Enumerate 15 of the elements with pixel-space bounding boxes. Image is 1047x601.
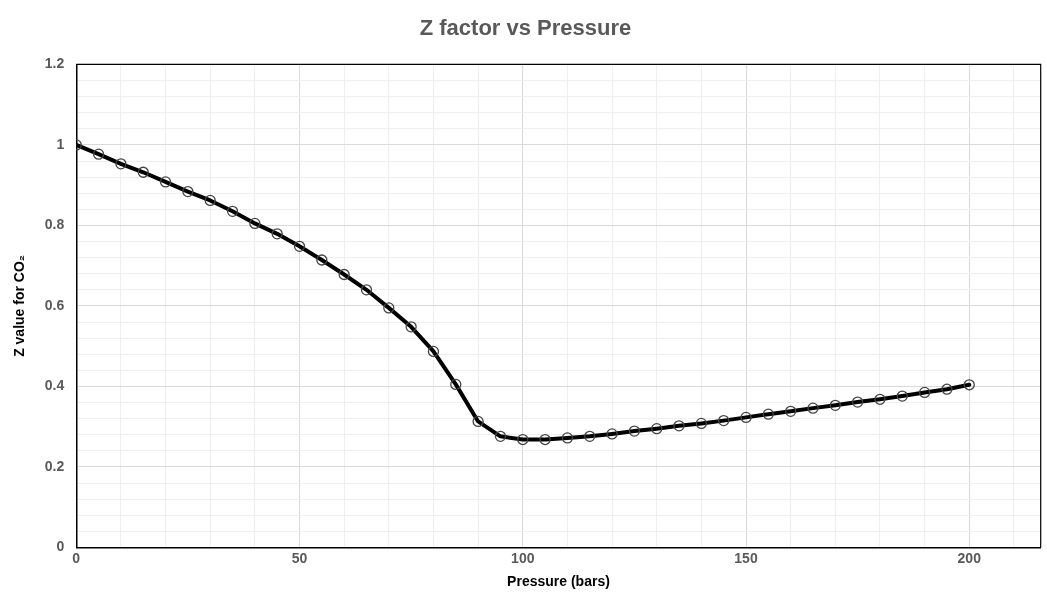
x-tick-label: 100 — [511, 549, 535, 566]
x-tick-label: 150 — [734, 549, 758, 566]
y-tick-label: 1.2 — [44, 55, 65, 72]
x-tick-label: 0 — [72, 549, 81, 566]
x-tick-label: 200 — [957, 549, 982, 566]
y-tick-label: 0 — [56, 538, 65, 555]
x-axis-title: Pressure (bars) — [507, 573, 610, 590]
chart-title: Z factor vs Pressure — [419, 15, 632, 41]
x-tick-label: 50 — [291, 549, 308, 566]
y-tick-label: 1 — [56, 135, 65, 152]
y-tick-label: 0.4 — [44, 377, 65, 394]
y-tick-label: 0.2 — [44, 457, 65, 474]
y-tick-label: 0.8 — [44, 216, 65, 233]
y-axis-title: Z value for CO₂ — [11, 254, 28, 357]
y-tick-label: 0.6 — [44, 296, 65, 313]
